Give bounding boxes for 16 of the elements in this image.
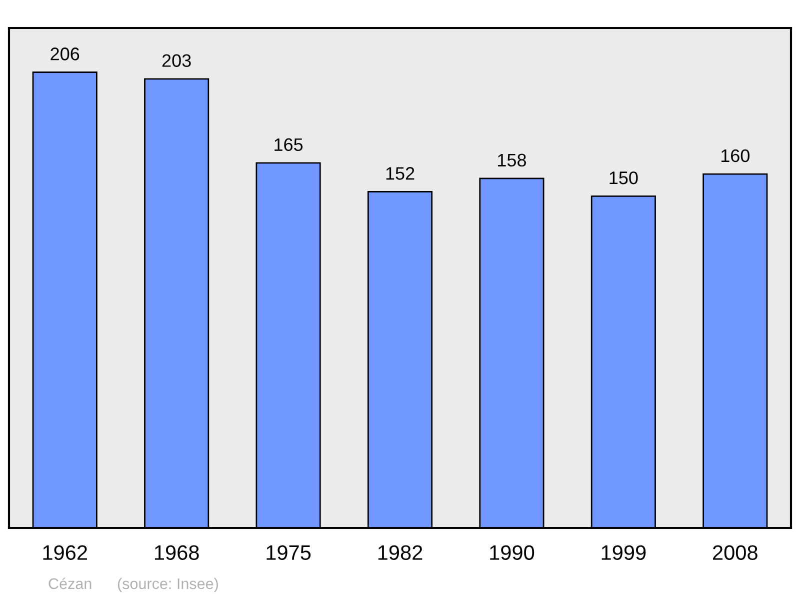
data-label: 203 (162, 54, 191, 67)
data-label: 165 (274, 138, 303, 152)
x-tick-label: 2008 (713, 545, 758, 560)
x-tick-label: 1968 (154, 545, 199, 560)
text: (source: Insee) (118, 578, 218, 592)
data-label: 206 (50, 48, 80, 60)
data-label: 150 (610, 171, 638, 184)
x-tick-label: 1999 (602, 545, 646, 560)
x-tick-label: 1962 (43, 545, 87, 560)
x-tick-label: 1990 (490, 545, 534, 560)
x-tick-label: 1982 (378, 545, 422, 560)
data-label: 158 (498, 154, 526, 167)
data-label: 152 (386, 167, 414, 180)
text: Cézan (48, 578, 92, 590)
data-label: 160 (721, 149, 750, 162)
x-tick-label: 1975 (266, 545, 311, 560)
